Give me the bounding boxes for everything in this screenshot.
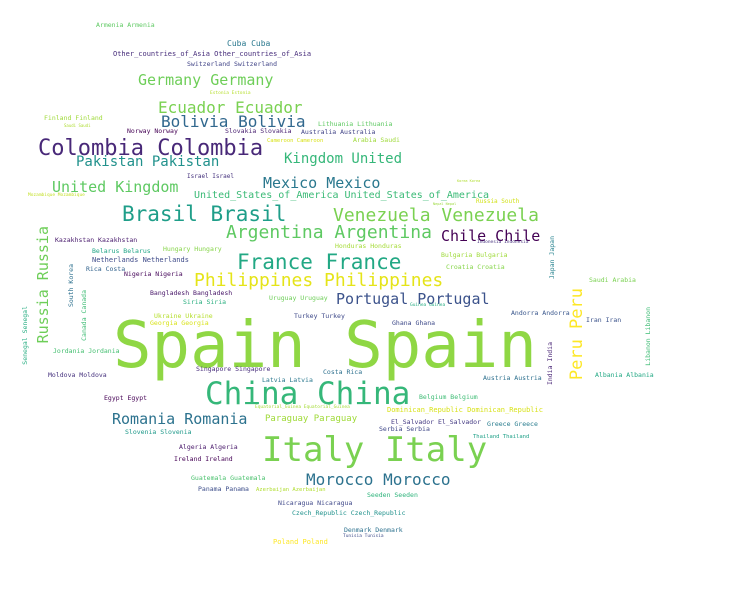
word: Bulgaria Bulgaria bbox=[441, 251, 508, 259]
word: Andorra Andorra bbox=[511, 309, 570, 317]
word: Slovenia Slovenia bbox=[125, 428, 192, 436]
word: Mozambique Mozambique bbox=[28, 193, 85, 198]
word: Saudi Saudi bbox=[64, 123, 91, 128]
word: Tunisia Tunisia bbox=[343, 534, 384, 539]
word: Bangladesh Bangladesh bbox=[150, 289, 233, 297]
word: Switzerland Switzerland bbox=[187, 60, 278, 68]
word: Italy Italy bbox=[262, 430, 488, 470]
word: Uruguay Uruguay bbox=[269, 294, 328, 302]
word: India India bbox=[546, 342, 554, 386]
word: Saudi Arabia bbox=[589, 276, 636, 284]
word: Germany Germany bbox=[138, 71, 274, 89]
word: Slovakia Slovakia bbox=[225, 127, 292, 135]
word: Ecuador Ecuador bbox=[158, 98, 303, 117]
word: Indonesia Indonesia bbox=[477, 240, 529, 245]
word: Algeria Algeria bbox=[179, 443, 238, 451]
word: Croatia Croatia bbox=[446, 263, 505, 271]
word: Senegal Senegal bbox=[21, 306, 29, 365]
word: Cameroon Cameroon bbox=[267, 138, 324, 144]
word: Latvia Latvia bbox=[262, 376, 313, 384]
word: Russia South bbox=[476, 198, 520, 205]
word: China China bbox=[205, 376, 411, 412]
word: Brasil Brasil bbox=[122, 202, 287, 226]
word: Azerbaijan Azerbaijan bbox=[256, 487, 326, 493]
word: Morocco Morocco bbox=[306, 470, 451, 489]
word: Nigeria Nigeria bbox=[124, 270, 183, 278]
word: Russia Russia bbox=[34, 226, 52, 344]
word: Panama Panama bbox=[198, 485, 249, 493]
word: Albania Albania bbox=[595, 371, 654, 379]
word: Other_countries_of_Asia Other_countries_… bbox=[113, 50, 312, 58]
word: Turkey Turkey bbox=[294, 312, 345, 320]
word: Peru Peru bbox=[567, 288, 587, 381]
word: Thailand Thailand bbox=[473, 434, 530, 440]
word: Austria Austria bbox=[483, 374, 542, 382]
word: Romania Romania bbox=[112, 410, 248, 428]
word: Hungary Hungary bbox=[163, 245, 222, 253]
word: Singapore Singapore bbox=[196, 365, 271, 373]
word: El_Salvador El_Salvador bbox=[391, 418, 482, 426]
word: Norway Norway bbox=[127, 127, 178, 135]
word: Spain Spain bbox=[113, 309, 537, 383]
word: Seeden Seeden bbox=[367, 491, 418, 499]
word: Israel Israel bbox=[187, 173, 234, 180]
word: Mexico Mexico bbox=[263, 174, 381, 192]
word: Nicaragua Nicaragua bbox=[278, 499, 353, 507]
word: Belarus Belarus bbox=[92, 247, 151, 255]
word: Poland Poland bbox=[273, 538, 328, 546]
word: Ukraine Ukraine bbox=[154, 312, 213, 320]
word: Guatemala Guatemala bbox=[191, 474, 266, 482]
word: Australia Australia bbox=[301, 128, 376, 136]
word: Jordania Jordania bbox=[53, 347, 120, 355]
word: Georgia Georgia bbox=[150, 319, 209, 327]
word: Iran Iran bbox=[586, 316, 622, 324]
word: Costa Rica bbox=[323, 368, 363, 376]
word: Pakistan Pakistan bbox=[76, 154, 220, 170]
word: Nepal Nepal bbox=[433, 202, 457, 206]
word: Arabia Saudi bbox=[353, 136, 400, 144]
word: Bolivia Bolivia bbox=[161, 112, 306, 131]
word: Ireland Ireland bbox=[174, 455, 233, 463]
word: United_States_of_America United_States_o… bbox=[194, 190, 490, 201]
word: Ghana Ghana bbox=[392, 319, 436, 327]
word: Serbia Serbia bbox=[379, 425, 430, 433]
word: Portugal Portugal bbox=[336, 290, 490, 308]
word: Kazakhstan Kazakhstan bbox=[55, 236, 138, 244]
word: Japan Japan bbox=[548, 236, 556, 280]
word: Colombia Colombia bbox=[38, 136, 264, 161]
word: Paraguay Paraguay bbox=[265, 414, 358, 424]
word: Cuba Cuba bbox=[227, 39, 271, 48]
word: France France bbox=[237, 250, 402, 274]
word: Rica Costa bbox=[86, 265, 126, 273]
word: Greece Greece bbox=[487, 420, 538, 428]
word: United Kingdom bbox=[52, 178, 179, 196]
word: Chile Chile bbox=[441, 227, 541, 245]
word: Belgium Belgium bbox=[419, 393, 478, 401]
word: Netherlands Netherlands bbox=[92, 256, 189, 264]
word: Egypt Egypt bbox=[104, 394, 148, 402]
word: Honduras Honduras bbox=[335, 242, 402, 250]
word: Estonia Estonia bbox=[210, 91, 251, 96]
word: Moldova Moldova bbox=[48, 371, 107, 379]
word: Kingdom United bbox=[284, 151, 403, 167]
word: Lithuania Lithuania bbox=[318, 120, 393, 128]
word: Equatorial_Guinea Equatorial_Guinea bbox=[255, 405, 350, 410]
word: Argentina Argentina bbox=[226, 222, 432, 243]
word: Armenia Armenia bbox=[96, 21, 155, 29]
word: Denmark Denmark bbox=[344, 526, 403, 534]
word: Philippines Philippines bbox=[194, 270, 444, 291]
word: Guinea Guinea bbox=[410, 303, 446, 308]
word: Korea Korea bbox=[457, 179, 481, 183]
word: Dominican_Republic Dominican_Republic bbox=[387, 406, 543, 414]
word: Libanon Libanon bbox=[644, 307, 652, 366]
word: Finland Finland bbox=[44, 114, 103, 122]
word: Canada Canada bbox=[80, 290, 88, 341]
word: Siria Siria bbox=[183, 298, 227, 306]
word: Czech_Republic Czech_Republic bbox=[292, 509, 406, 517]
word: South Korea bbox=[67, 264, 75, 308]
word: Venezuela Venezuela bbox=[333, 205, 539, 226]
